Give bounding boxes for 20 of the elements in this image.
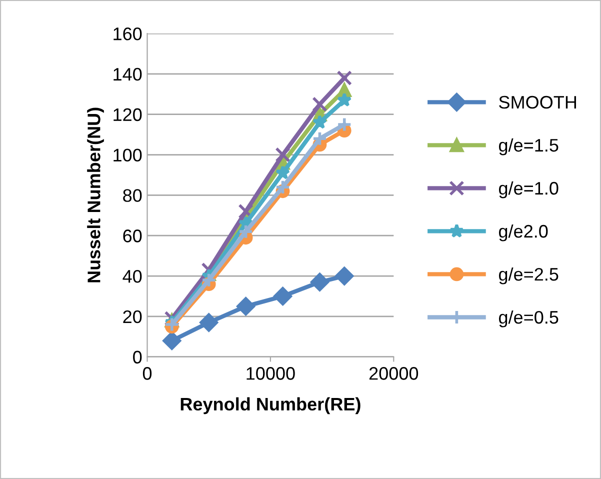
legend-label: g/e=1.0 [498, 181, 558, 198]
y-tick-label: 20 [123, 310, 142, 324]
legend-label: SMOOTH [499, 96, 576, 109]
legend-label: g/e2.0 [498, 224, 548, 242]
legend-label: g/e=0.5 [498, 310, 558, 328]
x-axis-title: Reynold Number(RE) [180, 397, 360, 414]
y-axis-title: Nusselt Number(NU) [87, 108, 104, 282]
x-tick-label: 20000 [369, 367, 418, 380]
y-tick-label: 120 [114, 108, 142, 122]
y-tick-label: 0 [133, 350, 142, 364]
y-tick-label: 80 [123, 189, 142, 202]
y-tick-label: 40 [122, 270, 142, 283]
x-tick-label: 0 [142, 367, 152, 380]
x-tick-label: 10000 [246, 367, 295, 380]
y-tick-label: 100 [114, 148, 142, 162]
legend-label: g/e=2.5 [498, 267, 558, 284]
legend-label: g/e=1.5 [498, 138, 558, 156]
y-tick-label: 160 [114, 27, 142, 40]
y-tick-label: 60 [123, 230, 142, 242]
y-tick-label: 140 [114, 68, 142, 81]
